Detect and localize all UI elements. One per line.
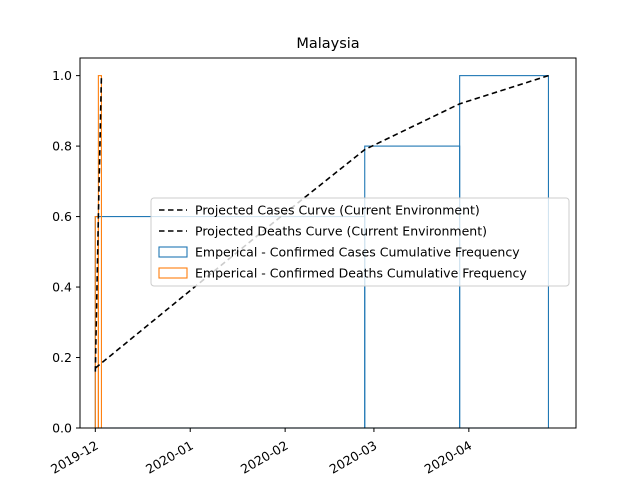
legend-swatch-3	[158, 267, 188, 279]
legend-swatch-2	[158, 246, 188, 258]
legend-label-1: Projected Deaths Curve (Current Environm…	[195, 224, 487, 239]
x-tick-label: 2020-03	[327, 438, 380, 477]
legend-box	[150, 197, 570, 287]
legend-label-3: Emperical - Confirmed Deaths Cumulative …	[195, 266, 527, 281]
y-tick-label: 0.2	[52, 350, 72, 365]
x-tick-label: 2019-12	[48, 438, 101, 477]
x-tick-label: 2020-02	[238, 438, 291, 477]
y-tick-label: 0.0	[52, 421, 72, 436]
y-tick-label: 0.6	[52, 209, 72, 224]
legend-label-0: Projected Cases Curve (Current Environme…	[195, 203, 480, 218]
y-tick-label: 1.0	[52, 68, 72, 83]
x-tick-label: 2020-01	[143, 438, 196, 477]
plot-frame	[79, 57, 577, 429]
projected-curve-0	[94, 74, 549, 369]
legend-label-2: Emperical - Confirmed Cases Cumulative F…	[195, 245, 520, 260]
x-tick-label: 2020-04	[422, 438, 475, 477]
y-tick-label: 0.8	[52, 139, 72, 154]
chart-title: Malaysia	[296, 36, 359, 52]
histogram-bar-2-1	[364, 145, 461, 429]
legend: Projected Cases Curve (Current Environme…	[150, 197, 570, 287]
y-tick-label: 0.4	[52, 280, 72, 295]
